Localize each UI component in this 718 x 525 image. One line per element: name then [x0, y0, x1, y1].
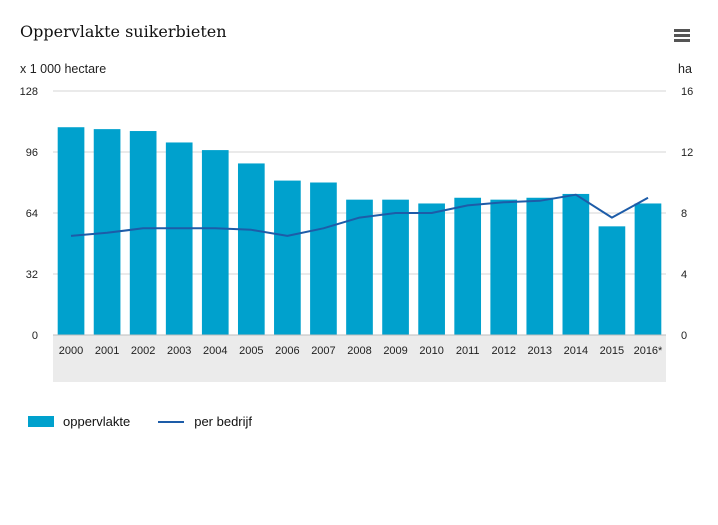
x-tick-label: 2007 [311, 345, 335, 357]
bar [346, 199, 373, 335]
x-tick-label: 2000 [59, 345, 83, 357]
bar [165, 142, 193, 335]
legend-item-per-bedrijf[interactable]: per bedrijf [158, 414, 252, 429]
category-band [53, 335, 666, 382]
x-tick-label: 2013 [528, 345, 552, 357]
bar [310, 182, 337, 335]
legend: oppervlakte per bedrijf [28, 414, 280, 429]
legend-label-oppervlakte: oppervlakte [63, 414, 131, 429]
legend-swatch-line [158, 420, 185, 423]
y-tick-left: 32 [26, 269, 38, 281]
bar [274, 180, 301, 335]
x-tick-label: 2014 [564, 345, 588, 357]
y-tick-right: 8 [681, 208, 687, 220]
y-tick-right: 0 [681, 330, 687, 342]
bar [201, 150, 229, 335]
bar [129, 131, 157, 335]
x-tick-label: 2015 [600, 345, 624, 357]
y-tick-left: 96 [26, 147, 38, 159]
x-tick-label: 2016* [634, 345, 663, 357]
x-tick-label: 2009 [383, 345, 407, 357]
y-tick-left: 0 [32, 330, 38, 342]
legend-swatch-bar [28, 416, 54, 427]
y-tick-left: 128 [20, 86, 38, 98]
right-axis-unit: ha [678, 62, 692, 76]
x-tick-label: 2003 [167, 345, 191, 357]
x-tick-label: 2005 [239, 345, 263, 357]
y-tick-right: 16 [681, 86, 693, 98]
x-tick-label: 2008 [347, 345, 371, 357]
x-tick-label: 2010 [419, 345, 443, 357]
bar [562, 193, 590, 335]
x-tick-label: 2001 [95, 345, 119, 357]
x-tick-label: 2002 [131, 345, 155, 357]
bar [237, 163, 265, 335]
x-tick-label: 2011 [456, 345, 480, 357]
x-tick-label: 2006 [275, 345, 299, 357]
y-tick-right: 4 [681, 269, 687, 281]
chart-plot: 0 32 64 96 128 0 4 8 12 16 2000 2001 2002 2003 2004 200… [20, 86, 693, 382]
menu-icon[interactable] [674, 29, 690, 43]
series-line-per-bedrijf [70, 193, 649, 237]
legend-item-oppervlakte[interactable]: oppervlakte [28, 414, 130, 429]
bar [382, 199, 409, 335]
bar [454, 197, 482, 335]
bar [634, 203, 662, 335]
x-tick-label: 2012 [491, 345, 515, 357]
bar [598, 226, 626, 335]
x-tick-label: 2004 [203, 345, 227, 357]
bar [526, 197, 554, 335]
y-tick-right: 12 [681, 147, 693, 159]
bar [418, 203, 445, 335]
left-axis-unit: x 1 000 hectare [20, 62, 107, 76]
bar [490, 199, 518, 335]
y-tick-left: 64 [26, 208, 38, 220]
chart-title: Oppervlakte suikerbieten [20, 22, 227, 41]
legend-label-per-bedrijf: per bedrijf [194, 414, 253, 429]
bar [57, 127, 85, 335]
